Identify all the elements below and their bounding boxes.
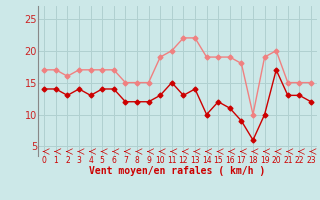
X-axis label: Vent moyen/en rafales ( km/h ): Vent moyen/en rafales ( km/h )	[90, 166, 266, 176]
